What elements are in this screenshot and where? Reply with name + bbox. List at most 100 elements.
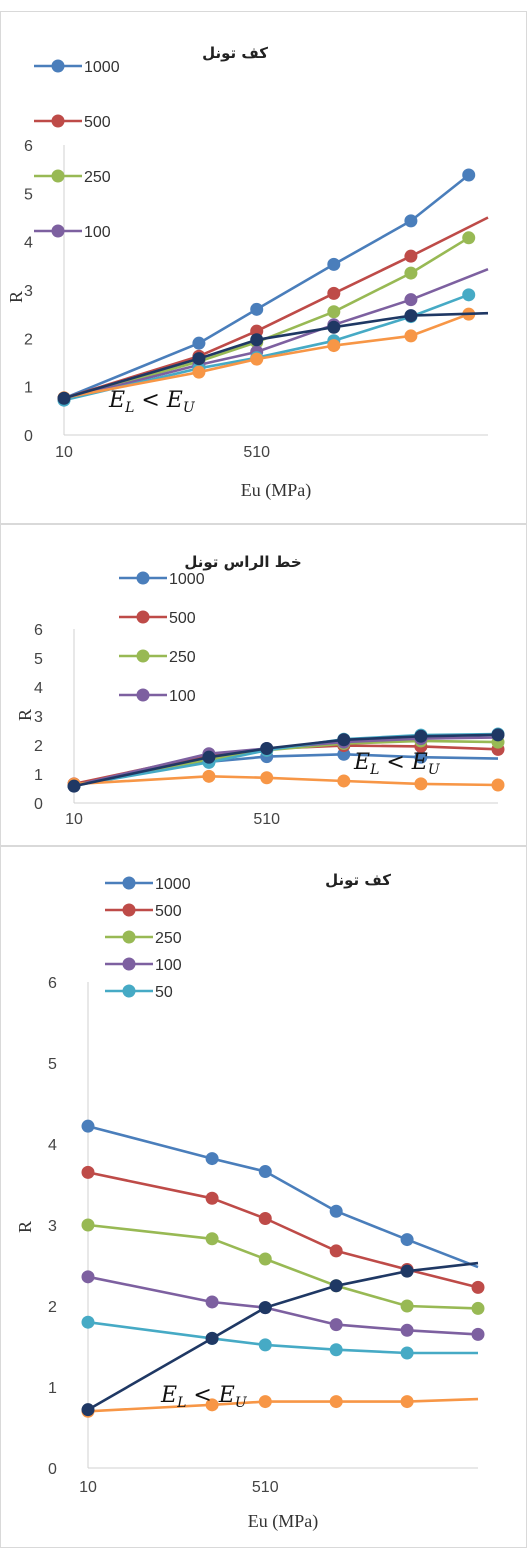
data-point xyxy=(192,365,206,379)
data-point xyxy=(414,729,428,743)
data-point xyxy=(337,774,351,788)
series-line-1000 xyxy=(87,1124,479,1269)
legend-marker xyxy=(51,114,65,128)
legend-marker xyxy=(122,957,136,971)
y-tick-label: 6 xyxy=(48,975,57,992)
y-axis-label: R xyxy=(15,709,35,721)
legend-marker xyxy=(51,59,65,73)
data-point xyxy=(205,1232,219,1246)
x-tick-label: 10 xyxy=(79,1479,97,1496)
y-tick-label: 0 xyxy=(48,1461,57,1478)
data-point xyxy=(57,391,71,405)
series-line-500 xyxy=(63,216,489,400)
legend-marker xyxy=(136,571,150,585)
data-point xyxy=(258,1165,272,1179)
data-point xyxy=(205,1152,219,1166)
x-tick-label: 10 xyxy=(55,444,73,461)
data-point xyxy=(258,1212,272,1226)
data-point xyxy=(404,214,418,228)
legend-marker xyxy=(51,224,65,238)
data-point xyxy=(67,779,81,793)
y-tick-label: 5 xyxy=(24,186,33,203)
data-point xyxy=(192,336,206,350)
data-point xyxy=(81,1315,95,1329)
data-point xyxy=(414,777,428,791)
data-point xyxy=(81,1218,95,1232)
chart-floor-2: 0 1 2 3 4 5 6 10 510 Eu (MPa) R 1000 500 250 100 50 کف ت… xyxy=(15,871,485,1532)
series-line-250 xyxy=(63,236,470,401)
legend-label: 100 xyxy=(155,957,182,974)
series-line-unnamed-6 xyxy=(73,733,499,788)
data-point xyxy=(337,733,351,747)
data-point xyxy=(250,302,264,316)
data-point xyxy=(327,286,341,300)
legend-label: 500 xyxy=(169,610,196,627)
legend-label: 100 xyxy=(84,224,111,241)
data-point xyxy=(400,1346,414,1360)
y-tick-label: 1 xyxy=(48,1380,57,1397)
data-point xyxy=(202,750,216,764)
series-line-unnamed-6 xyxy=(87,1261,479,1411)
data-point xyxy=(329,1279,343,1293)
legend-label: 250 xyxy=(155,930,182,947)
series-line-unnamed-5 xyxy=(87,1397,479,1413)
data-point xyxy=(327,339,341,353)
series-line-100 xyxy=(63,267,489,401)
y-tick-label: 5 xyxy=(48,1056,57,1073)
data-point xyxy=(400,1323,414,1337)
y-tick-label: 6 xyxy=(24,138,33,155)
data-point xyxy=(414,750,428,764)
legend-marker xyxy=(122,930,136,944)
data-point xyxy=(258,1301,272,1315)
series-line-250 xyxy=(73,739,499,787)
data-point xyxy=(202,769,216,783)
chart-crown: 0 1 2 3 4 5 6 10 510 Eu (MPa) R 1000 500 250 100 خط الر… xyxy=(15,553,505,845)
series-line-250 xyxy=(87,1223,479,1310)
data-point xyxy=(327,257,341,271)
legend-label: 1000 xyxy=(84,59,120,76)
data-point xyxy=(81,1270,95,1284)
data-point xyxy=(404,309,418,323)
y-tick-label: 4 xyxy=(24,235,33,252)
chart-title: کف تونل xyxy=(325,871,391,889)
x-axis-label: Eu (MPa) xyxy=(251,844,322,845)
y-tick-label: 1 xyxy=(24,380,33,397)
series-line-unnamed-4 xyxy=(63,293,470,402)
y-tick-label: 3 xyxy=(48,1218,57,1235)
data-point xyxy=(471,1280,485,1294)
y-axis-label: R xyxy=(15,1221,35,1233)
x-tick-label: 510 xyxy=(252,1479,279,1496)
legend-label: 1000 xyxy=(169,571,205,588)
legend-marker xyxy=(136,610,150,624)
y-tick-label: 0 xyxy=(34,796,43,813)
legend-label: 250 xyxy=(169,649,196,666)
legend-label: 500 xyxy=(155,903,182,920)
data-point xyxy=(327,305,341,319)
series-line-500 xyxy=(87,1171,479,1289)
chart-title: کف تونل xyxy=(202,44,268,62)
data-point xyxy=(462,168,476,182)
legend-marker xyxy=(136,688,150,702)
y-tick-label: 6 xyxy=(34,622,43,639)
data-point xyxy=(260,741,274,755)
legend-marker xyxy=(136,649,150,663)
chart-panel-1: 0 1 2 3 4 5 6 10 510 Eu (MPa) R 1000 500 250 100 کف تون… xyxy=(0,11,527,524)
data-point xyxy=(329,1204,343,1218)
data-point xyxy=(329,1318,343,1332)
data-point xyxy=(327,320,341,334)
series-line-100 xyxy=(87,1275,479,1336)
x-tick-label: 10 xyxy=(65,811,83,828)
data-point xyxy=(400,1395,414,1409)
data-point xyxy=(250,352,264,366)
data-point xyxy=(491,728,505,742)
chart-floor-1: 0 1 2 3 4 5 6 10 510 Eu (MPa) R 1000 500 250 100 کف تون… xyxy=(6,44,489,501)
chart-panel-2: 0 1 2 3 4 5 6 10 510 Eu (MPa) R 1000 500 250 100 خط الر… xyxy=(0,524,527,846)
legend-marker xyxy=(51,169,65,183)
data-point xyxy=(491,778,505,792)
data-point xyxy=(329,1395,343,1409)
data-point xyxy=(258,1338,272,1352)
annotation-el-lt-eu: EL < EU xyxy=(353,750,441,778)
data-point xyxy=(205,1331,219,1345)
data-point xyxy=(329,1343,343,1357)
data-point xyxy=(471,1301,485,1315)
